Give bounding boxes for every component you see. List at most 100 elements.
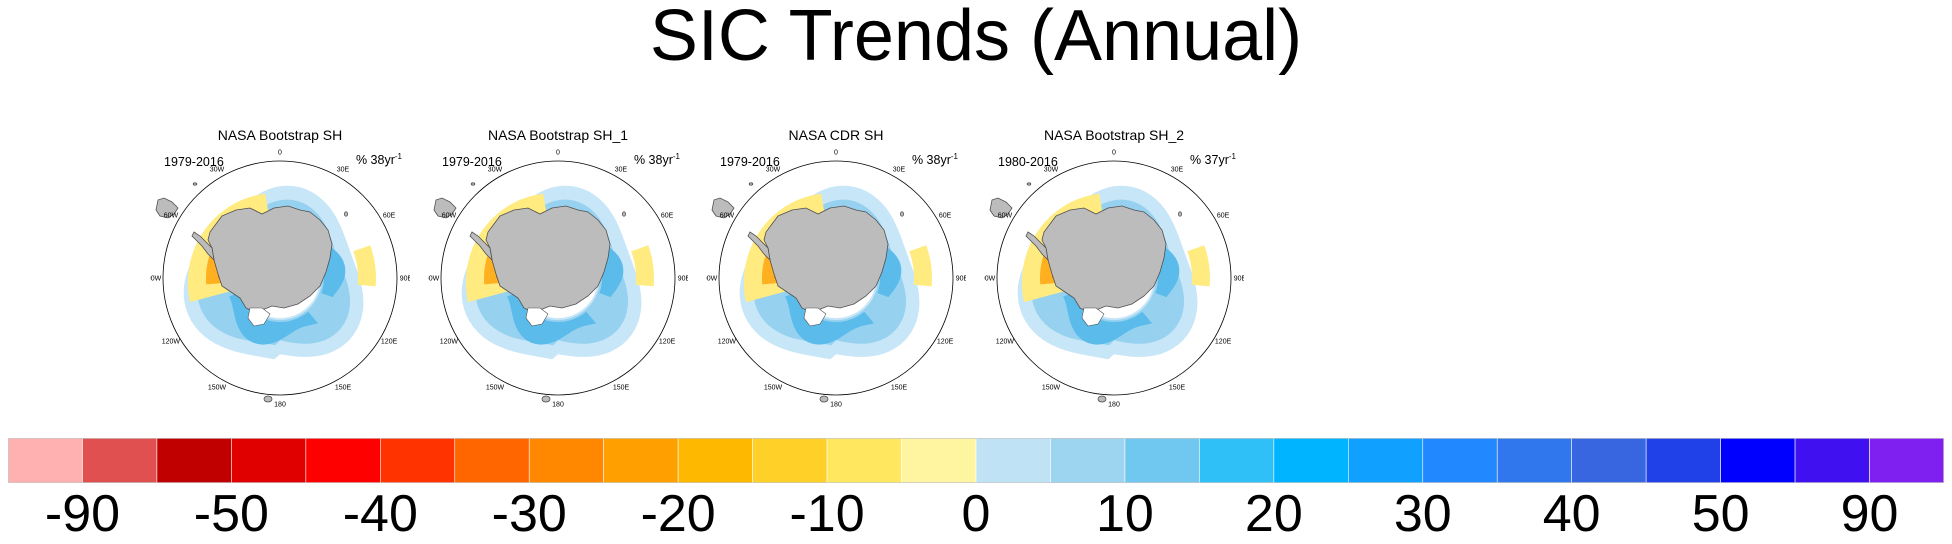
colorbar-label: -50 [193, 485, 269, 543]
map-panel-2: NASA Bootstrap SH_1 1979-2016 % 38yr-1 0… [428, 120, 688, 409]
colorbar-label: -10 [789, 485, 865, 543]
colorbar-box [1348, 438, 1424, 483]
polar-map: 0 30E 60E 90E 120E 150E 180 150W 120W 90W 60W 30W [984, 150, 1244, 409]
panel-trend-units: % 38yr-1 [633, 152, 680, 168]
longitude-label: 180 [1108, 402, 1120, 409]
colorbar-label: 50 [1691, 485, 1750, 543]
colorbar-label: 30 [1393, 485, 1452, 543]
longitude-label: 150W [1042, 385, 1061, 392]
colorbar-box [752, 438, 828, 483]
colorbar [8, 438, 1944, 483]
colorbar-box [1422, 438, 1498, 483]
colorbar-box [156, 438, 232, 483]
longitude-label: 180 [274, 402, 286, 409]
longitude-label: 120E [659, 339, 676, 346]
ice-trend-yellow-east [631, 245, 654, 287]
ice-trend-yellow-east [909, 245, 932, 287]
colorbar-box [677, 438, 753, 483]
longitude-label: 120E [381, 339, 398, 346]
longitude-label: 90E [956, 276, 966, 283]
longitude-label: 60W [998, 213, 1013, 220]
map-panel-4: NASA Bootstrap SH_2 1980-2016 % 37yr-1 0… [984, 120, 1244, 409]
island [1177, 211, 1182, 217]
map-panel-3: NASA CDR SH 1979-2016 % 38yr-1 0 30E 60E 90… [706, 120, 966, 408]
longitude-label: 90E [678, 276, 688, 283]
longitude-label: 30E [893, 166, 906, 173]
antarctica-landmass [763, 205, 889, 313]
colorbar-box [528, 438, 604, 483]
page-title: SIC Trends (Annual) [649, 0, 1303, 76]
panel-years: 1979-2016 [164, 155, 224, 169]
colorbar-box [8, 438, 83, 483]
longitude-label: 90W [428, 276, 440, 283]
longitude-label: 60E [939, 213, 952, 220]
colorbar-box [975, 438, 1051, 483]
colorbar-outline [8, 438, 1944, 483]
ice-trend-yellow-east [1187, 245, 1210, 287]
colorbar-box [603, 438, 679, 483]
longitude-label: 60W [720, 213, 735, 220]
longitude-label: 180 [830, 402, 842, 409]
colorbar-box [1571, 438, 1647, 483]
colorbar-box [1645, 438, 1721, 483]
panel-years: 1979-2016 [442, 155, 502, 169]
longitude-label: 90E [1234, 276, 1244, 283]
longitude-label: 60E [661, 213, 674, 220]
colorbar-label: 10 [1096, 485, 1154, 543]
antarctic-peninsula [747, 231, 771, 262]
colorbar-box [1720, 438, 1796, 483]
longitude-label: 60E [1217, 213, 1230, 220]
colorbar-label: -40 [342, 485, 418, 543]
longitude-label: 90E [400, 276, 410, 283]
colorbar-box [1273, 438, 1349, 483]
colorbar-label: -90 [44, 485, 121, 543]
colorbar-label: 20 [1244, 485, 1303, 543]
longitude-label: 120E [1215, 339, 1232, 346]
south-america-landmass [711, 197, 735, 219]
panel-trend-units: % 38yr-1 [911, 152, 958, 168]
colorbar-box [231, 438, 307, 483]
island [470, 182, 476, 186]
ice-trend-yellow-east [353, 245, 376, 287]
island [541, 395, 551, 403]
island [192, 182, 198, 186]
longitude-label: 120W [162, 339, 181, 346]
panel-years: 1980-2016 [998, 155, 1058, 169]
ice-trend-blue [785, 293, 875, 345]
panel-title: NASA CDR SH [788, 127, 884, 143]
colorbar-box [1124, 438, 1200, 483]
island [343, 211, 348, 217]
south-america-landmass [155, 197, 179, 219]
colorbar-box [380, 438, 456, 483]
island [263, 395, 273, 403]
longitude-label: 90W [984, 276, 996, 283]
polar-map: 0 30E 60E 90E 120E 150E 180 150W 120W 90W 60W 30W [428, 150, 688, 409]
colorbar-box [305, 438, 381, 483]
south-america-landmass [989, 197, 1013, 219]
longitude-label: 30E [1171, 166, 1184, 173]
longitude-label: 150E [613, 385, 630, 392]
longitude-label: 30E [337, 166, 350, 173]
antarctica-landmass [485, 205, 611, 313]
colorbar-box [901, 438, 977, 483]
antarctica-landmass [207, 205, 333, 313]
longitude-label: 60W [442, 213, 457, 220]
panel-title: NASA Bootstrap SH_1 [487, 127, 629, 143]
longitude-label: 150W [764, 385, 783, 392]
longitude-label: 30W [488, 166, 503, 173]
colorbar-box [1496, 438, 1572, 483]
map-panel-1: NASA Bootstrap SH 1979-2016 % 38yr-1 0 30… [150, 120, 410, 408]
longitude-label: 0 [278, 150, 282, 157]
longitude-label: 120W [996, 339, 1015, 346]
panel-trend-units: % 38yr-1 [355, 152, 402, 168]
antarctic-peninsula [469, 231, 493, 262]
colorbar-box [82, 438, 158, 483]
island [1026, 182, 1032, 186]
longitude-label: 120W [718, 339, 737, 346]
panel-trend-units: % 37yr-1 [1189, 152, 1236, 168]
longitude-label: 60W [164, 213, 179, 220]
colorbar-box [1794, 438, 1870, 483]
longitude-label: 90W [706, 276, 718, 283]
colorbar-label: 90 [1840, 485, 1899, 543]
ross-ice-shelf [1081, 307, 1105, 327]
